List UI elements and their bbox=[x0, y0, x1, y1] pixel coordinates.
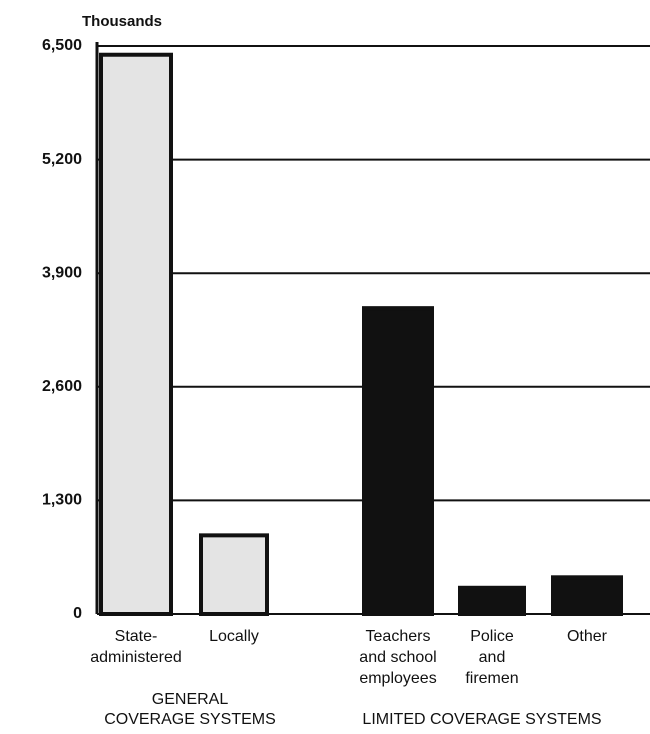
group-label: GENERAL bbox=[152, 691, 229, 708]
y-tick-label: 0 bbox=[73, 605, 82, 622]
x-tick-label: Teachers bbox=[366, 628, 431, 645]
x-tick-label: Police bbox=[470, 628, 514, 645]
x-tick-label: Other bbox=[567, 628, 608, 645]
group-label: COVERAGE SYSTEMS bbox=[104, 711, 276, 728]
bar bbox=[199, 533, 269, 616]
bar bbox=[458, 585, 526, 616]
y-tick-label: 1,300 bbox=[42, 492, 82, 509]
bar bbox=[99, 52, 173, 616]
x-tick-label: State- bbox=[115, 628, 158, 645]
y-tick-label: 2,600 bbox=[42, 378, 82, 395]
group-label: LIMITED COVERAGE SYSTEMS bbox=[362, 711, 601, 728]
x-tick-label: Locally bbox=[209, 628, 259, 645]
y-tick-label: 3,900 bbox=[42, 264, 82, 281]
bar bbox=[362, 306, 434, 616]
bar bbox=[551, 575, 623, 616]
x-tick-label: and bbox=[479, 649, 506, 666]
x-tick-label: firemen bbox=[465, 670, 518, 687]
x-tick-label: employees bbox=[359, 670, 436, 687]
y-tick-label: 6,500 bbox=[42, 37, 82, 54]
x-tick-label: administered bbox=[90, 649, 182, 666]
y-tick-label: 5,200 bbox=[42, 151, 82, 168]
x-tick-label: and school bbox=[359, 649, 436, 666]
y-axis-label: Thousands bbox=[82, 13, 162, 30]
